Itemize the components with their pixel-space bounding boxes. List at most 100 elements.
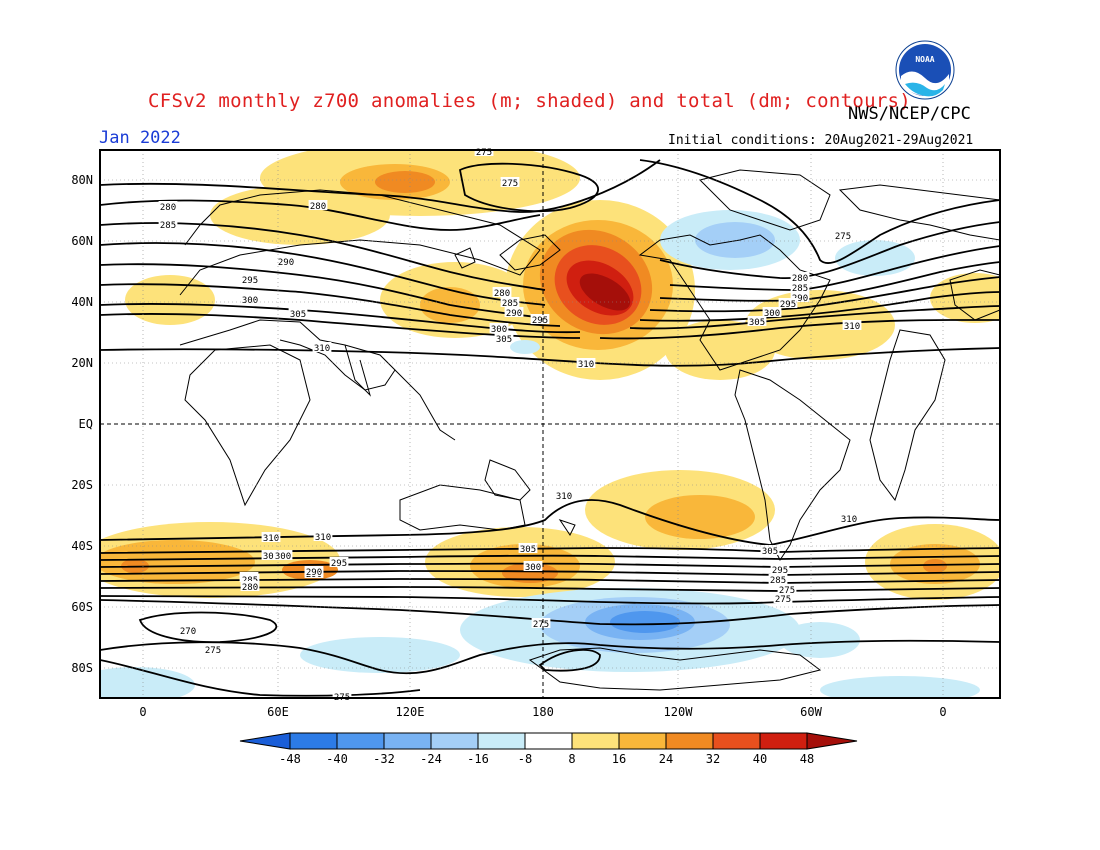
- colorbar-tick: -40: [326, 752, 348, 766]
- colorbar-swatch: [383, 732, 432, 750]
- contour-label: 300: [491, 325, 507, 335]
- colorbar-tick: 24: [659, 752, 673, 766]
- contour-label: 290: [506, 309, 522, 319]
- contour-label-bg: [500, 177, 520, 187]
- contour-label: 300: [275, 552, 291, 562]
- contour-label-bg: [842, 320, 862, 330]
- contour-label: 270: [180, 627, 196, 637]
- colorbar-swatch: [712, 732, 761, 750]
- contour-label-bg: [492, 287, 512, 297]
- lat-label: 60N: [71, 234, 93, 248]
- map-frame: [99, 149, 1001, 699]
- lon-label: 60W: [800, 705, 822, 719]
- latitude-labels: 80N 60N 40N 20N EQ 20S 40S 60S 80S: [71, 173, 93, 675]
- contour-label: 285: [792, 284, 808, 294]
- contour-label: 275: [502, 179, 518, 189]
- colorbar-swatch: [430, 732, 479, 750]
- colorbar-swatch: [759, 732, 808, 750]
- contour-label-bg: [158, 201, 178, 211]
- forecast-month: Jan 2022: [99, 128, 181, 148]
- colorbar-swatch: [477, 732, 526, 750]
- contour-label: 310: [314, 344, 330, 354]
- contour-label: 275: [533, 620, 549, 630]
- contour-label-bg: [240, 274, 260, 284]
- lat-label: 80S: [71, 661, 93, 675]
- lon-label: 0: [939, 705, 946, 719]
- contour-label: 305: [290, 310, 306, 320]
- contour-label: 295: [772, 566, 788, 576]
- contour-label-bg: [178, 625, 198, 635]
- contour-label: 280: [160, 203, 176, 213]
- colorbar-tick: -24: [420, 752, 442, 766]
- contour-label-bg: [313, 531, 333, 541]
- contour-label: 310: [841, 515, 857, 525]
- contour-label-bg: [839, 513, 859, 523]
- contour-label-bg: [762, 307, 782, 317]
- contour-label: 290: [306, 568, 322, 578]
- noaa-logo-icon: NOAA: [895, 40, 955, 100]
- map-title: CFSv2 monthly z700 anomalies (m; shaded)…: [148, 90, 912, 112]
- contour-label-bg: [523, 561, 543, 571]
- initial-conditions: Initial conditions: 20Aug2021-29Aug2021: [668, 133, 974, 148]
- colorbar-tick: 8: [568, 752, 575, 766]
- contour-label-bg: [304, 566, 324, 576]
- gridlines: [100, 150, 1000, 698]
- contour-label: 300: [525, 563, 541, 573]
- contour-label: 280: [792, 274, 808, 284]
- contour-label: 275: [476, 148, 492, 158]
- contour-label: 305: [520, 545, 536, 555]
- contour-label: 295: [242, 276, 258, 286]
- contour-label: 280: [494, 289, 510, 299]
- svg-text:NOAA: NOAA: [915, 55, 934, 64]
- contour-label: 275: [779, 586, 795, 596]
- contour-label-bg: [500, 297, 520, 307]
- colorbar-tick: -16: [467, 752, 489, 766]
- contour-label: 285: [160, 221, 176, 231]
- contour-label: 290: [792, 294, 808, 304]
- contour-label: 275: [205, 646, 221, 656]
- lon-label: 60E: [267, 705, 289, 719]
- lat-label: 40N: [71, 295, 93, 309]
- contour-label-bg: [768, 574, 788, 584]
- lon-label: 120E: [396, 705, 425, 719]
- contour-label-bg: [158, 219, 178, 229]
- colorbar-tick: 32: [706, 752, 720, 766]
- contour-label-bg: [288, 308, 308, 318]
- contour-label-bg: [790, 272, 810, 282]
- lat-label: 20S: [71, 478, 93, 492]
- colorbar: -48 -40 -32 -24 -16 -8 8 16 24 32 40 48: [239, 732, 858, 766]
- contour-label-bg: [203, 644, 223, 654]
- colorbar-arrow-right: [806, 732, 858, 750]
- colorbar-tick: 40: [753, 752, 767, 766]
- longitude-labels: 0 60E 120E 180 120W 60W 0: [139, 705, 946, 719]
- contour-label: 310: [578, 360, 594, 370]
- contour-label-bg: [312, 342, 332, 352]
- lat-label: 80N: [71, 173, 93, 187]
- contour-label-bg: [790, 282, 810, 292]
- contour-label-bg: [489, 323, 509, 333]
- contour-label: 300: [242, 296, 258, 306]
- colorbar-swatch: [289, 732, 338, 750]
- contour-label-bg: [261, 550, 281, 560]
- contour-label-bg: [240, 574, 260, 584]
- contour-label: 305: [496, 335, 512, 345]
- contour-label: 300: [764, 309, 780, 319]
- contour-label: 310: [315, 533, 331, 543]
- geopotential-contours: [100, 159, 1000, 697]
- contour-label-bg: [777, 584, 797, 594]
- contour-label-bg: [240, 581, 260, 591]
- lat-label: 20N: [71, 356, 93, 370]
- agency-label: NWS/NCEP/CPC: [848, 104, 971, 124]
- contour-label: 280: [310, 202, 326, 212]
- colorbar-tick: 16: [612, 752, 626, 766]
- contour-label-bg: [308, 200, 328, 210]
- contour-label: 295: [331, 559, 347, 569]
- contour-label: 275: [835, 232, 851, 242]
- lon-label: 0: [139, 705, 146, 719]
- contour-label: 280: [242, 583, 258, 593]
- contour-label-bg: [329, 557, 349, 567]
- contour-label-bg: [554, 490, 574, 500]
- contour-label-bg: [778, 298, 798, 308]
- contour-label: 285: [770, 576, 786, 586]
